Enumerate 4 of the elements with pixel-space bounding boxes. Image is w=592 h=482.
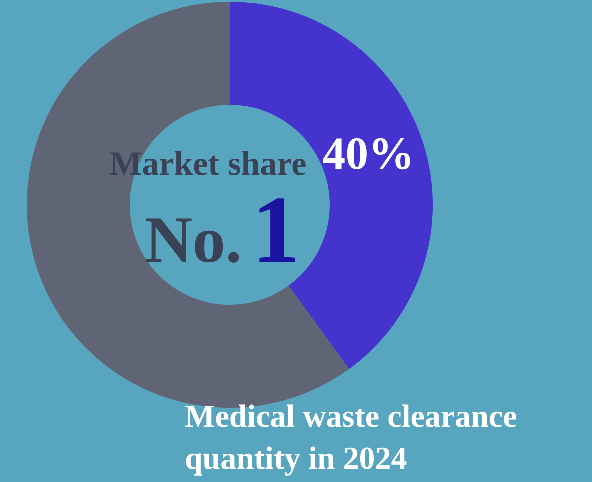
text: 1: [252, 176, 300, 283]
text: Medical waste clearance quantity in 2024: [185, 398, 518, 476]
text: No.: [145, 204, 242, 277]
data-label: 40%: [322, 128, 415, 180]
